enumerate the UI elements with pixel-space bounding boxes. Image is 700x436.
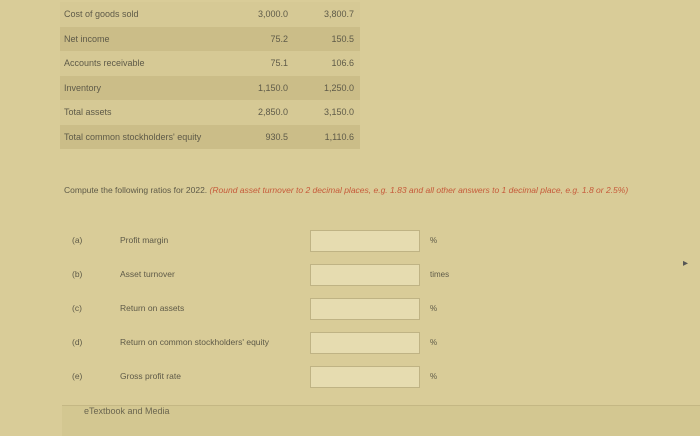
table-row: Accounts receivable 75.1 106.6 <box>60 51 360 76</box>
question-asset-turnover: (b) Asset turnover times <box>60 262 470 286</box>
instructions: Compute the following ratios for 2022. (… <box>64 185 629 195</box>
question-gross-profit-rate: (e) Gross profit rate% <box>60 364 470 388</box>
question-return-on-equity: (d) Return on common stockholders' equity… <box>60 330 470 354</box>
question-return-on-assets: (c) Return on assets% <box>60 296 470 320</box>
table-row: Total assets 2,850.0 3,150.0 <box>60 100 360 125</box>
return-on-assets-input[interactable] <box>310 298 420 320</box>
table-row: Total common stockholders' equity 930.5 1,… <box>60 124 360 149</box>
question-profit-margin: (a) Profit margin% <box>60 228 470 252</box>
table-row: Net income 75.2 150.5 <box>60 26 360 51</box>
table-row: Inventory 1,150.0 1,250.0 <box>60 75 360 100</box>
cursor-arrow-icon: ▸ <box>683 258 689 269</box>
asset-turnover-input[interactable] <box>310 264 420 286</box>
gross-profit-rate-input[interactable] <box>310 366 420 388</box>
profit-margin-input[interactable] <box>310 230 420 252</box>
return-on-equity-input[interactable] <box>310 332 420 354</box>
rounding-note: (Round asset turnover to 2 decimal place… <box>209 185 629 195</box>
financial-data-table: Cost of goods sold 3,000.0 3,800.7 Net inc… <box>60 2 360 149</box>
table-row: Cost of goods sold 3,000.0 3,800.7 <box>60 2 360 27</box>
etextbook-link[interactable]: eTextbook and Media <box>62 405 700 436</box>
